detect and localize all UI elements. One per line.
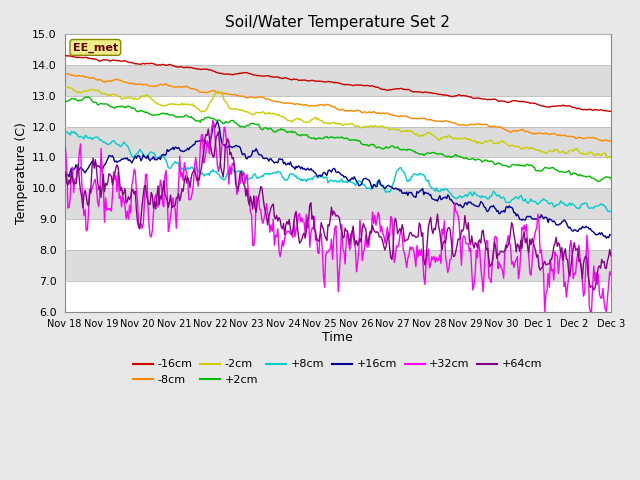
+16cm	[232, 143, 239, 148]
+2cm	[232, 120, 239, 125]
+32cm	[394, 244, 401, 250]
Line: +32cm: +32cm	[65, 120, 611, 312]
-2cm	[232, 106, 239, 112]
+2cm	[394, 144, 401, 150]
-2cm	[292, 116, 300, 122]
Line: +64cm: +64cm	[65, 129, 611, 290]
-16cm	[606, 108, 614, 114]
Bar	[65, 281, 611, 312]
+64cm	[232, 181, 239, 187]
+16cm	[61, 174, 68, 180]
-8cm	[392, 113, 400, 119]
+2cm	[558, 168, 566, 174]
Bar	[65, 157, 611, 188]
+64cm	[367, 230, 375, 236]
+8cm	[61, 128, 68, 134]
Line: -8cm: -8cm	[65, 73, 611, 141]
Legend: -16cm, -8cm, -2cm, +2cm, +8cm, +16cm, +32cm, +64cm: -16cm, -8cm, -2cm, +2cm, +8cm, +16cm, +3…	[129, 355, 547, 389]
+16cm	[292, 163, 300, 169]
+8cm	[607, 208, 614, 214]
-2cm	[604, 155, 611, 161]
Bar	[65, 250, 611, 281]
Line: +8cm: +8cm	[65, 131, 611, 212]
Bar	[65, 219, 611, 250]
Bar	[65, 65, 611, 96]
Line: -2cm: -2cm	[65, 87, 611, 158]
-2cm	[394, 127, 401, 133]
+16cm	[394, 187, 401, 192]
-8cm	[607, 138, 614, 144]
-8cm	[230, 92, 238, 97]
+16cm	[463, 202, 471, 208]
+8cm	[392, 169, 400, 175]
-2cm	[61, 85, 68, 91]
+16cm	[214, 119, 221, 124]
+8cm	[366, 186, 374, 192]
-16cm	[366, 84, 374, 89]
+2cm	[292, 130, 300, 136]
+64cm	[204, 126, 212, 132]
Bar	[65, 188, 611, 219]
+2cm	[367, 141, 375, 147]
Line: +2cm: +2cm	[65, 97, 611, 181]
+16cm	[607, 232, 614, 238]
+16cm	[558, 219, 566, 225]
+64cm	[292, 209, 300, 215]
+16cm	[367, 184, 375, 190]
-16cm	[462, 93, 470, 99]
+32cm	[61, 140, 68, 146]
+32cm	[607, 272, 614, 278]
+8cm	[606, 209, 614, 215]
-8cm	[366, 109, 374, 115]
+8cm	[291, 173, 299, 179]
Text: EE_met: EE_met	[73, 42, 118, 52]
+32cm	[292, 227, 300, 233]
+64cm	[61, 169, 68, 175]
+64cm	[394, 231, 401, 237]
-2cm	[463, 137, 471, 143]
+64cm	[463, 226, 471, 232]
Bar	[65, 96, 611, 127]
-16cm	[230, 72, 238, 77]
+64cm	[558, 245, 566, 251]
-8cm	[462, 122, 470, 128]
Y-axis label: Temperature (C): Temperature (C)	[15, 122, 28, 224]
+8cm	[230, 169, 238, 175]
Bar	[65, 34, 611, 65]
-8cm	[61, 71, 68, 76]
+2cm	[463, 156, 471, 161]
-2cm	[367, 123, 375, 129]
-16cm	[607, 108, 614, 114]
+32cm	[559, 258, 567, 264]
+2cm	[607, 176, 614, 182]
+64cm	[607, 253, 614, 259]
+32cm	[232, 170, 239, 176]
-16cm	[291, 77, 299, 83]
-2cm	[64, 84, 72, 90]
+8cm	[462, 192, 470, 197]
+2cm	[84, 94, 92, 100]
X-axis label: Time: Time	[323, 331, 353, 344]
Bar	[65, 127, 611, 157]
+2cm	[595, 179, 602, 184]
+32cm	[541, 309, 548, 314]
-2cm	[558, 149, 566, 155]
Title: Soil/Water Temperature Set 2: Soil/Water Temperature Set 2	[225, 15, 450, 30]
-8cm	[291, 101, 299, 107]
-2cm	[607, 154, 614, 160]
+32cm	[367, 228, 375, 234]
+8cm	[557, 198, 564, 204]
-16cm	[392, 86, 400, 92]
Line: -16cm: -16cm	[65, 55, 611, 111]
-16cm	[557, 103, 564, 109]
-16cm	[61, 52, 68, 58]
+64cm	[590, 287, 598, 293]
+2cm	[61, 97, 68, 103]
-8cm	[557, 132, 564, 138]
+16cm	[602, 235, 610, 241]
+32cm	[463, 241, 471, 247]
+32cm	[209, 118, 217, 123]
Line: +16cm: +16cm	[65, 121, 611, 238]
